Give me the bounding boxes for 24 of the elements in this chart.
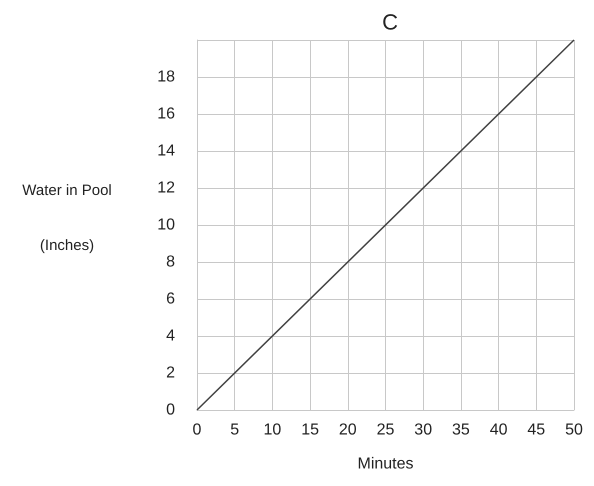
x-tick-label: 40 bbox=[490, 422, 508, 438]
y-tick-label: 18 bbox=[157, 68, 176, 86]
y-tick-label: 14 bbox=[157, 142, 176, 160]
text: Water in Pool (Inches) bbox=[22, 182, 112, 254]
y-tick-label: 8 bbox=[166, 254, 176, 270]
y-tick-label: 16 bbox=[157, 106, 176, 122]
x-tick-label: 10 bbox=[264, 422, 282, 438]
x-tick-label: 0 bbox=[192, 422, 202, 438]
x-tick-label: 20 bbox=[338, 422, 357, 438]
y-tick-label: 12 bbox=[157, 180, 176, 196]
y-tick-label: 10 bbox=[157, 216, 176, 234]
x-tick-label: 45 bbox=[527, 422, 546, 438]
x-tick-label: 5 bbox=[230, 422, 240, 438]
y-tick-label: 2 bbox=[166, 364, 176, 382]
chart-title: C bbox=[382, 10, 398, 34]
x-tick-label: 50 bbox=[565, 422, 583, 438]
y-tick-label: 0 bbox=[166, 402, 176, 418]
x-axis-title: Minutes bbox=[357, 456, 414, 472]
x-tick-label: 35 bbox=[452, 422, 470, 438]
x-tick-label: 25 bbox=[376, 422, 394, 438]
x-tick-label: 15 bbox=[301, 422, 320, 438]
y-tick-label: 4 bbox=[166, 328, 176, 344]
x-tick-label: 30 bbox=[414, 422, 432, 438]
y-tick-label: 6 bbox=[166, 290, 176, 308]
